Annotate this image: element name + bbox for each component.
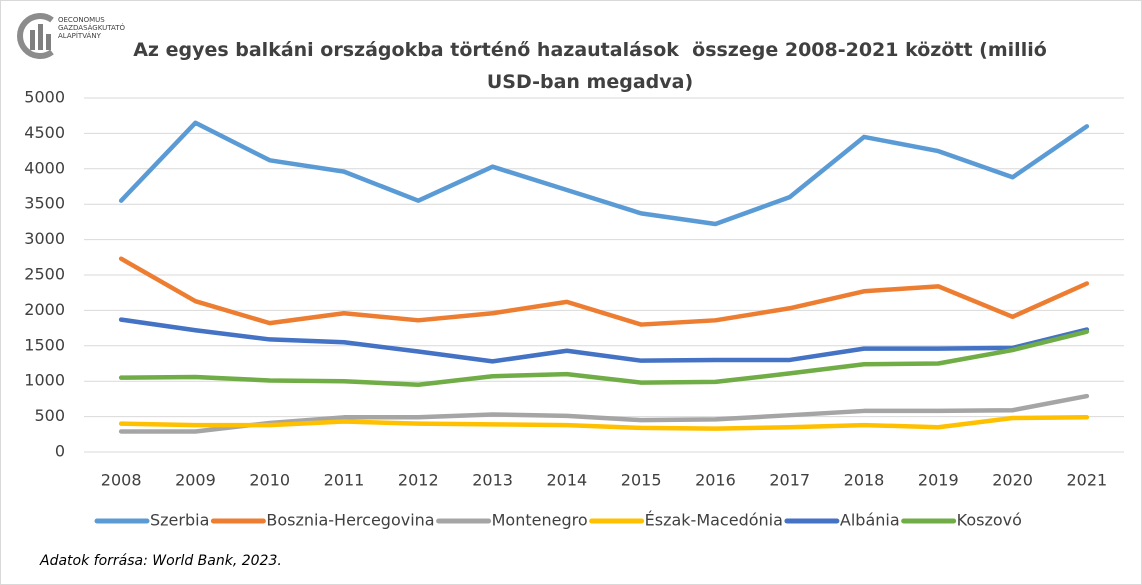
y-tick-label: 3500 bbox=[24, 194, 65, 213]
legend-label: Bosznia-Hercegovina bbox=[266, 511, 434, 530]
source-note: Adatok forrása: World Bank, 2023. bbox=[39, 553, 282, 569]
legend-label: Szerbia bbox=[150, 511, 209, 530]
logo-ring bbox=[17, 13, 54, 59]
logo-text: ALAPÍTVÁNY bbox=[58, 31, 102, 40]
y-tick-label: 500 bbox=[34, 406, 65, 425]
x-tick-label: 2014 bbox=[546, 471, 587, 490]
logo: OECONOMUS GAZDASÁGKUTATÓ ALAPÍTVÁNY bbox=[17, 13, 126, 59]
x-tick-label: 2017 bbox=[769, 471, 810, 490]
y-tick-label: 4500 bbox=[24, 123, 65, 142]
logo-text: OECONOMUS bbox=[58, 16, 105, 24]
x-tick-label: 2021 bbox=[1066, 471, 1107, 490]
x-tick-label: 2013 bbox=[472, 471, 513, 490]
y-tick-label: 5000 bbox=[24, 88, 65, 107]
logo-bar bbox=[30, 30, 35, 50]
y-tick-label: 2500 bbox=[24, 265, 65, 284]
legend-label: Koszovó bbox=[957, 511, 1022, 530]
chart-title: Az egyes balkáni országokba történő haza… bbox=[133, 39, 1054, 93]
series-line bbox=[118, 120, 1090, 227]
logo-text: GAZDASÁGKUTATÓ bbox=[58, 23, 126, 32]
series-line bbox=[118, 393, 1090, 434]
x-tick-label: 2012 bbox=[398, 471, 439, 490]
x-tick-label: 2011 bbox=[324, 471, 365, 490]
y-tick-label: 2000 bbox=[24, 300, 65, 319]
x-tick-label: 2019 bbox=[918, 471, 959, 490]
logo-bar bbox=[38, 24, 43, 50]
y-tick-label: 4000 bbox=[24, 158, 65, 177]
x-tick-label: 2018 bbox=[844, 471, 885, 490]
logo-bar bbox=[46, 34, 51, 50]
legend-label: Albánia bbox=[840, 511, 900, 530]
x-tick-label: 2009 bbox=[175, 471, 216, 490]
series-line bbox=[118, 256, 1090, 327]
x-tick-label: 2008 bbox=[101, 471, 142, 490]
x-tick-label: 2010 bbox=[249, 471, 290, 490]
series-line bbox=[118, 317, 1090, 364]
legend-label: Észak-Macedónia bbox=[645, 511, 783, 530]
y-tick-label: 1000 bbox=[24, 371, 65, 390]
y-tick-label: 0 bbox=[55, 442, 65, 461]
series-line bbox=[118, 415, 1090, 431]
series-line bbox=[118, 329, 1090, 387]
x-tick-label: 2020 bbox=[992, 471, 1033, 490]
x-tick-label: 2015 bbox=[621, 471, 662, 490]
y-tick-label: 3000 bbox=[24, 229, 65, 248]
legend-label: Montenegro bbox=[492, 511, 588, 530]
y-tick-label: 1500 bbox=[24, 335, 65, 354]
x-tick-label: 2016 bbox=[695, 471, 736, 490]
